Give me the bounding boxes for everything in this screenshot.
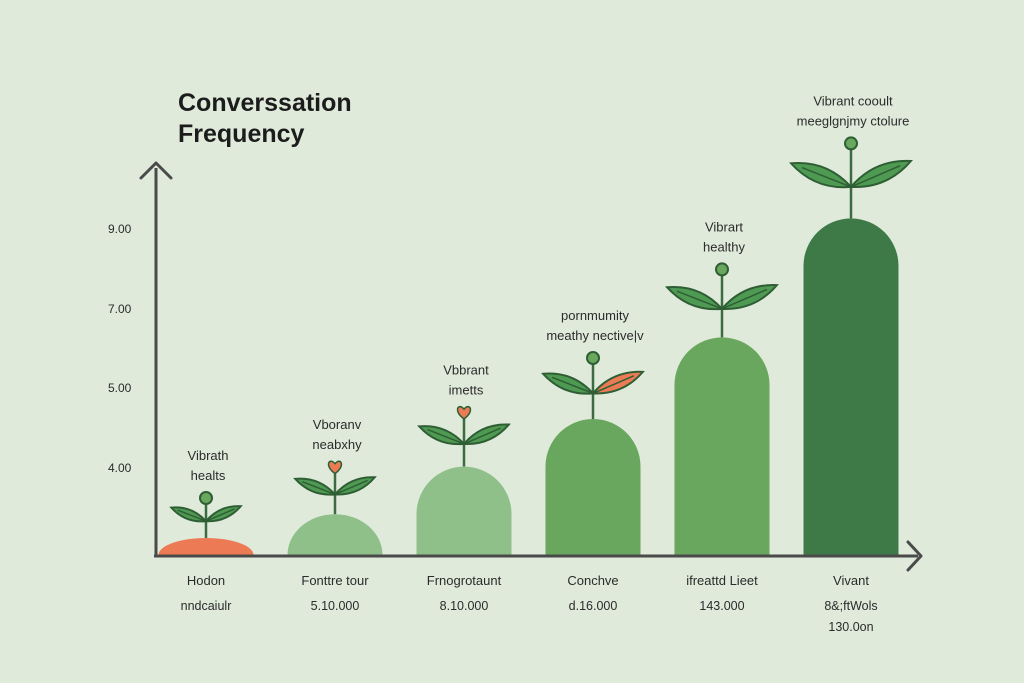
annotation-label: Vibrant cooult [813,93,893,108]
bar-series [158,218,899,555]
plant-sprout-icon [417,405,511,467]
leaf-vein [177,509,207,522]
plant-sprout-icon [665,262,779,338]
annotation-label: Vbbrant [443,363,489,378]
x-category-value: 143.000 [699,599,744,613]
x-category-value: 8.10.000 [440,599,489,613]
y-axis-ticks: 9.00 7.00 5.00 4.00 [108,222,132,475]
bud-dot-icon [715,262,729,277]
bud-dot-icon [844,136,858,151]
heart-bud-icon [327,460,343,475]
annotation-label: Vibrath [188,448,229,463]
annotation-label: healthy [703,239,745,254]
bar [416,466,512,555]
y-tick-label: 9.00 [108,222,132,236]
leaf-vein [302,480,336,496]
y-axis-arrow-icon [139,161,173,180]
chart-title-line-1: Converssation [178,89,352,117]
annotation-label: imetts [449,383,484,398]
leaf-vein [426,428,465,445]
annotation-labels: Vibrath healts Vboranv neabxhy Vbbrant imetts… [188,93,910,483]
annotation-label: meathy nective|v [546,328,644,343]
leaf-vein [801,166,852,188]
annotation-label: neabxhy [312,437,362,452]
chart-title: Converssation Frequency [178,89,352,148]
annotation-label: pornmumity [561,308,629,323]
leaf-vein [676,290,723,310]
x-category-label: Hodon [187,573,225,588]
y-tick-label: 4.00 [108,461,132,475]
plant-sprout-icon [541,351,645,419]
bar [287,514,383,555]
x-category-value: nndcaiulr [181,599,232,613]
x-category-value: d.16.000 [569,599,618,613]
leaf-vein [334,479,368,496]
x-category-label: Frnogrotaunt [427,573,502,588]
x-category-label: ifreattd Lieet [686,573,758,588]
plant-sprout-icon [169,491,243,538]
leaf-vein [551,376,594,395]
plant-sprout-icon [293,460,377,515]
x-category-value: 130.0on [828,620,873,634]
y-tick-label: 7.00 [108,302,132,316]
y-tick-label: 5.00 [108,381,132,395]
annotation-label: healts [191,468,226,483]
bud-dot-icon [199,491,213,505]
annotation-label: Vibrart [705,219,743,234]
annotation-label: Vboranv [313,417,362,432]
bar [545,419,641,555]
x-category-label: Vivant [833,573,869,588]
leaf-vein [721,288,768,310]
annotation-label: meeglgnjmy ctolure [797,113,910,128]
heart-bud-icon [456,405,472,420]
axes [139,161,923,572]
leaf-vein [463,427,502,445]
x-axis-categories: Hodon nndcaiulr Fonttre tour 5.10.000 Frnogr… [181,573,878,634]
bar [803,218,899,555]
plant-sprout-icon [788,136,914,219]
x-category-value: 8&;ftWols [824,599,877,613]
leaf-vein [205,508,235,522]
x-category-label: Fonttre tour [301,573,369,588]
bar [674,337,770,555]
x-category-value: 5.10.000 [311,599,360,613]
leaf-vein [850,165,901,188]
x-axis-arrow-icon [906,540,923,572]
x-category-label: Conchve [567,573,618,588]
bud-dot-icon [586,351,600,365]
plant-decorations [169,136,914,538]
bar [158,538,254,555]
leaf-vein [592,375,635,395]
chart-title-line-2: Frequency [178,120,305,148]
